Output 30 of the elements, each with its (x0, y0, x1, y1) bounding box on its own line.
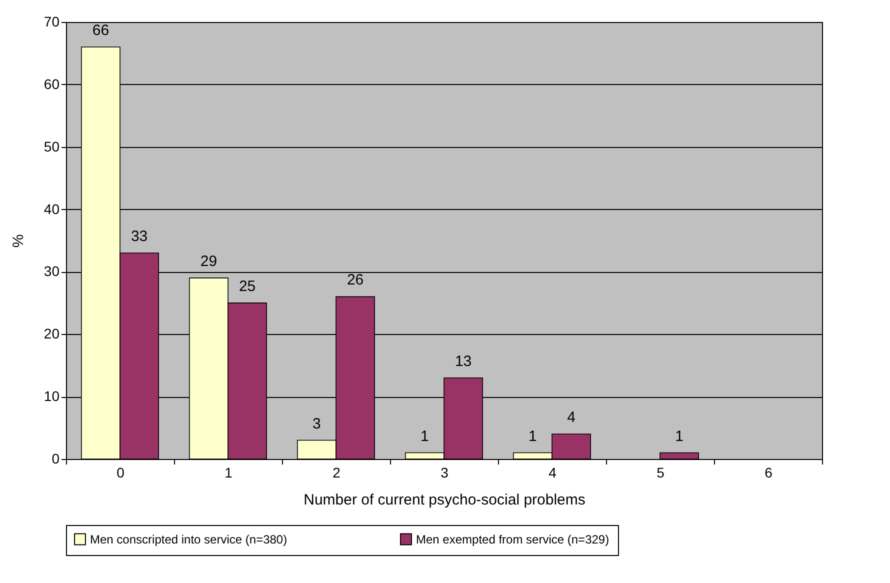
data-label: 66 (92, 22, 110, 39)
x-axis-title: Number of current psycho-social problems (304, 492, 586, 508)
data-label: 29 (200, 252, 218, 270)
data-label: 13 (454, 352, 472, 370)
data-label: 3 (312, 415, 321, 432)
data-label: 26 (346, 272, 364, 289)
y-tick-label: 10 (44, 388, 60, 404)
y-tick-label: 0 (52, 450, 60, 466)
x-tick-label: 5 (656, 464, 665, 480)
x-tick-label: 4 (548, 464, 557, 480)
x-tick-label: 2 (332, 464, 341, 480)
x-tick-label: 0 (116, 464, 125, 480)
y-tick-label: 50 (44, 138, 60, 154)
y-tick-label: 20 (44, 326, 60, 342)
x-tick-label: 6 (764, 464, 773, 480)
y-tick-label: 70 (44, 14, 60, 30)
data-label: 25 (238, 278, 256, 295)
legend-label: Men conscripted into service (n=380) (90, 532, 288, 546)
y-tick-label: 30 (44, 263, 60, 280)
data-label: 1 (675, 428, 684, 445)
y-axis-title: % (10, 234, 27, 248)
data-label: 1 (420, 428, 429, 445)
data-label: 1 (528, 428, 537, 445)
data-label: 4 (567, 409, 576, 426)
legend-label: Men exempted from service (n=329) (416, 532, 610, 546)
data-label: 33 (130, 228, 148, 245)
x-tick-label: 1 (224, 464, 233, 480)
y-tick-label: 40 (44, 200, 60, 217)
y-tick-label: 60 (44, 76, 60, 92)
x-tick-label: 3 (440, 464, 449, 480)
